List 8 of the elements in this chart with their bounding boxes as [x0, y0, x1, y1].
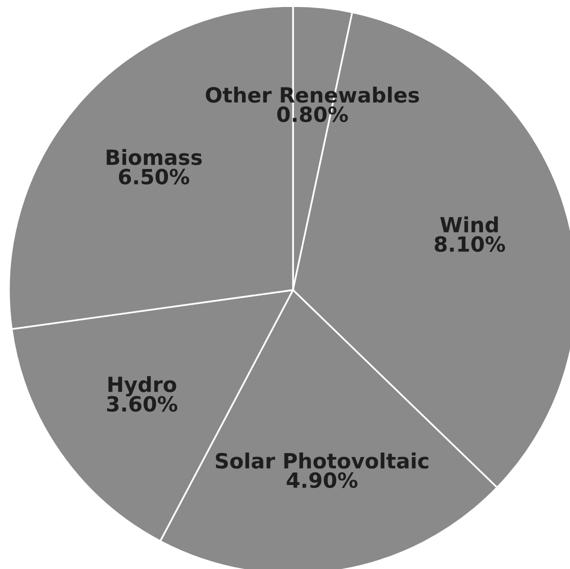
slice-label: Biomass — [106, 149, 202, 166]
data-label: 6.50% — [118, 168, 190, 185]
slice-label: Hydro — [108, 376, 176, 396]
data-label: 4.90% — [286, 472, 358, 488]
data-label: 3.60% — [107, 396, 178, 412]
slice-label: Solar Photovoltaic — [216, 452, 428, 469]
data-label: 8.10% — [434, 236, 506, 252]
slice-label: Wind — [440, 216, 498, 233]
